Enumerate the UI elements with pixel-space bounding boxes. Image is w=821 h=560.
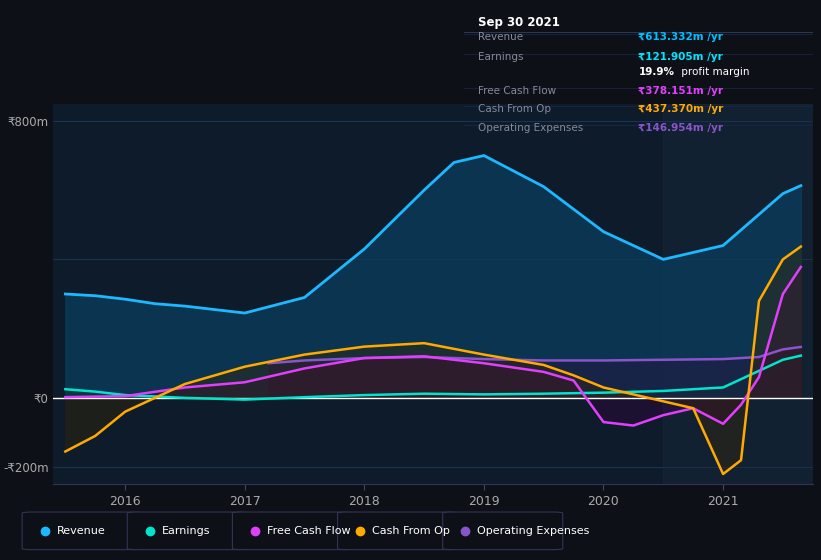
Text: ₹146.954m /yr: ₹146.954m /yr — [639, 123, 723, 133]
Text: Earnings: Earnings — [162, 526, 210, 536]
Text: ₹613.332m /yr: ₹613.332m /yr — [639, 32, 723, 42]
Text: Operating Expenses: Operating Expenses — [478, 123, 583, 133]
FancyBboxPatch shape — [22, 512, 142, 550]
Text: Earnings: Earnings — [478, 52, 523, 62]
Text: Free Cash Flow: Free Cash Flow — [478, 86, 556, 96]
Text: Revenue: Revenue — [478, 32, 523, 42]
Text: Cash From Op: Cash From Op — [372, 526, 450, 536]
Text: 19.9%: 19.9% — [639, 67, 674, 77]
FancyBboxPatch shape — [127, 512, 247, 550]
Text: Sep 30 2021: Sep 30 2021 — [478, 16, 560, 29]
Text: ₹378.151m /yr: ₹378.151m /yr — [639, 86, 723, 96]
Text: profit margin: profit margin — [678, 67, 750, 77]
FancyBboxPatch shape — [337, 512, 457, 550]
Text: Cash From Op: Cash From Op — [478, 104, 551, 114]
Text: ₹437.370m /yr: ₹437.370m /yr — [639, 104, 723, 114]
Text: ₹121.905m /yr: ₹121.905m /yr — [639, 52, 723, 62]
Text: Operating Expenses: Operating Expenses — [477, 526, 589, 536]
FancyBboxPatch shape — [232, 512, 352, 550]
FancyBboxPatch shape — [443, 512, 562, 550]
Bar — [663, 104, 813, 484]
Text: Free Cash Flow: Free Cash Flow — [267, 526, 351, 536]
Text: Revenue: Revenue — [57, 526, 106, 536]
